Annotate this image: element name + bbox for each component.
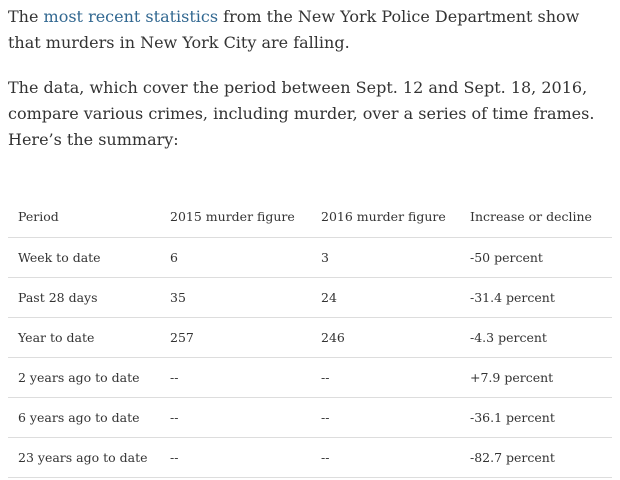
cell-2016-figure: 24 [311, 277, 460, 318]
cell-2016-figure: -- [311, 397, 460, 438]
cell-change: -82.7 percent [460, 437, 612, 478]
header-2015-murder-figure: 2015 murder figure [160, 196, 311, 238]
cell-change: -50 percent [460, 237, 612, 278]
cell-change: -31.4 percent [460, 277, 612, 318]
cell-2015-figure: 6 [160, 237, 311, 278]
murder-statistics-table: Period 2015 murder figure 2016 murder fi… [8, 196, 612, 478]
cell-2015-figure: 257 [160, 317, 311, 358]
cell-period: Week to date [8, 237, 160, 278]
table-row: Week to date 6 3 -50 percent [8, 237, 612, 278]
intro-paragraph: The most recent statistics from the New … [8, 4, 612, 56]
cell-2016-figure: 3 [311, 237, 460, 278]
cell-period: Year to date [8, 317, 160, 358]
header-2016-murder-figure: 2016 murder figure [311, 196, 460, 238]
cell-change: -36.1 percent [460, 397, 612, 438]
cell-2016-figure: -- [311, 357, 460, 398]
table-row: Year to date 257 246 -4.3 percent [8, 317, 612, 358]
cell-period: 23 years ago to date [8, 437, 160, 478]
cell-period: 2 years ago to date [8, 357, 160, 398]
table-row: Past 28 days 35 24 -31.4 percent [8, 277, 612, 318]
table-row: 2 years ago to date -- -- +7.9 percent [8, 357, 612, 398]
header-period: Period [8, 196, 160, 238]
cell-change: -4.3 percent [460, 317, 612, 358]
cell-2015-figure: 35 [160, 277, 311, 318]
cell-period: Past 28 days [8, 277, 160, 318]
summary-paragraph: The data, which cover the period between… [8, 78, 595, 149]
cell-2015-figure: -- [160, 397, 311, 438]
intro-rest-text: from the New York Police Department show… [8, 7, 580, 52]
header-increase-or-decline: Increase or decline [460, 196, 612, 238]
cell-period: 6 years ago to date [8, 397, 160, 438]
cell-2016-figure: 246 [311, 317, 460, 358]
cell-2015-figure: -- [160, 357, 311, 398]
intro-lead-text: The [8, 7, 44, 26]
most-recent-statistics-link[interactable]: most recent statistics [43, 7, 219, 26]
cell-2015-figure: -- [160, 437, 311, 478]
table-row: 23 years ago to date -- -- -82.7 percent [8, 437, 612, 478]
table-row: 6 years ago to date -- -- -36.1 percent [8, 397, 612, 438]
cell-change: +7.9 percent [460, 357, 612, 398]
table-header-row: Period 2015 murder figure 2016 murder fi… [8, 196, 612, 238]
cell-2016-figure: -- [311, 437, 460, 478]
